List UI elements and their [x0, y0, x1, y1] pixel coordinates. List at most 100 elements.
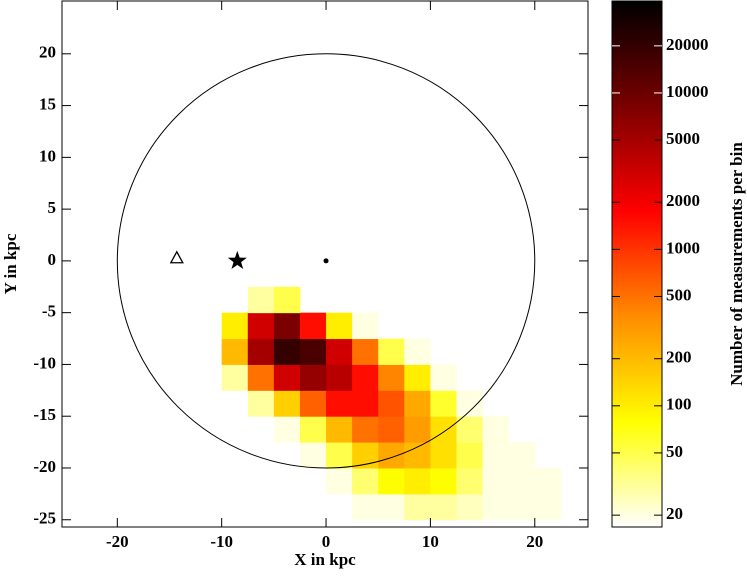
bin	[299, 416, 327, 443]
bin	[378, 467, 405, 495]
bin	[299, 442, 327, 469]
plot-frame	[61, 0, 589, 528]
bin	[221, 338, 249, 365]
bin	[404, 338, 431, 365]
bin	[352, 416, 379, 443]
bin	[456, 442, 484, 469]
bin	[456, 390, 484, 417]
bin	[352, 338, 379, 365]
y-tick-label: 5	[48, 198, 57, 217]
y-tick-label: -10	[33, 353, 56, 372]
bin	[430, 364, 457, 391]
x-tick-label: -20	[106, 532, 129, 551]
colorbar-tick-label: 10000	[666, 82, 709, 101]
bin	[326, 338, 353, 365]
marker	[227, 250, 247, 269]
bin	[430, 390, 457, 417]
colorbar	[611, 0, 663, 528]
bin	[273, 338, 301, 365]
bin	[352, 467, 379, 495]
bin	[404, 442, 431, 469]
x-tick-label: 10	[422, 532, 439, 551]
bin	[534, 493, 562, 521]
x-axis-label: X in kpc	[294, 550, 356, 569]
colorbar-tick-label: 20	[666, 504, 683, 523]
bin	[508, 493, 536, 521]
bin	[273, 416, 301, 443]
colorbar-tick-label: 100	[666, 395, 692, 414]
bin	[326, 467, 353, 495]
bin	[404, 364, 431, 391]
y-axis-label: Y in kpc	[1, 233, 20, 294]
y-tick-label: -5	[42, 302, 56, 321]
bin	[352, 312, 379, 340]
bin	[299, 390, 327, 417]
bin	[534, 467, 562, 495]
bin	[456, 416, 484, 443]
bin	[247, 338, 275, 365]
bin	[221, 364, 249, 391]
bin	[352, 390, 379, 417]
bin	[326, 442, 353, 469]
bin	[273, 390, 301, 417]
bin	[326, 364, 353, 391]
bin	[326, 416, 353, 443]
bin	[247, 390, 275, 417]
colorbar-tick-label: 50	[666, 442, 683, 461]
bin	[247, 312, 275, 340]
bin	[430, 416, 457, 443]
bin	[404, 493, 431, 521]
bin	[273, 312, 301, 340]
bin	[404, 390, 431, 417]
colorbar-tick-label: 500	[666, 285, 692, 304]
bin	[508, 442, 536, 469]
bin	[221, 312, 249, 340]
bin	[378, 416, 405, 443]
x-tick-label: 0	[322, 532, 331, 551]
bin	[378, 493, 405, 521]
colorbar-tick-label: 5000	[666, 129, 700, 148]
colorbar-tick-label: 200	[666, 348, 692, 367]
bin	[247, 364, 275, 391]
bin	[482, 493, 510, 521]
bin	[404, 467, 431, 495]
bin	[378, 338, 405, 365]
bin	[430, 493, 457, 521]
bin	[456, 467, 484, 495]
bin	[299, 338, 327, 365]
bin	[326, 312, 353, 340]
colorbar-tick-label: 20000	[666, 35, 709, 54]
marker	[169, 250, 184, 264]
y-tick-label: -20	[33, 457, 56, 476]
bin	[352, 364, 379, 391]
bin	[247, 286, 275, 314]
bin	[430, 467, 457, 495]
bin	[378, 442, 405, 469]
marker	[323, 258, 329, 264]
y-tick-label: -25	[33, 509, 56, 528]
bin	[378, 390, 405, 417]
bin	[508, 467, 536, 495]
bin	[326, 390, 353, 417]
bin	[352, 493, 379, 521]
x-tick-label: -10	[210, 532, 233, 551]
x-tick-label: 20	[526, 532, 543, 551]
bin	[299, 364, 327, 391]
bin	[299, 312, 327, 340]
bin	[482, 416, 510, 443]
y-tick-label: 0	[48, 250, 57, 269]
bin	[404, 416, 431, 443]
bin	[456, 493, 484, 521]
bin	[273, 286, 301, 314]
bin	[430, 442, 457, 469]
bin	[482, 442, 510, 469]
y-tick-label: 15	[39, 94, 56, 113]
bin	[273, 364, 301, 391]
circle-outline	[116, 53, 536, 469]
bin	[482, 467, 510, 495]
colorbar-label: Number of measurements per bin	[727, 142, 746, 386]
colorbar-tick-label: 2000	[666, 191, 700, 210]
colorbar-tick-label: 1000	[666, 238, 700, 257]
y-tick-label: -15	[33, 405, 56, 424]
